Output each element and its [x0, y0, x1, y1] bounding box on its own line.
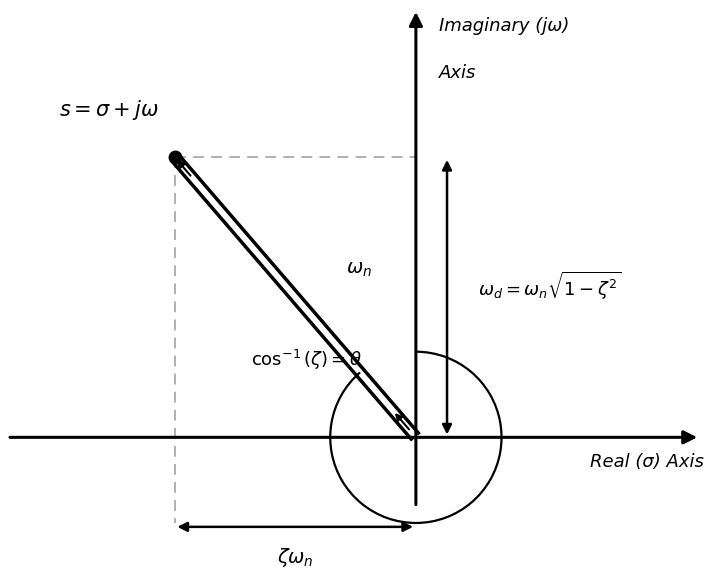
Text: Real (σ) Axis: Real (σ) Axis [590, 453, 704, 471]
Text: Axis: Axis [439, 64, 477, 82]
Text: $\cos^{-1}(\zeta) = \theta$: $\cos^{-1}(\zeta) = \theta$ [252, 347, 363, 371]
Text: Imaginary (jω): Imaginary (jω) [439, 17, 570, 35]
Text: $\omega_n$: $\omega_n$ [346, 261, 372, 280]
Text: $\omega_d = \omega_n\sqrt{1-\zeta^2}$: $\omega_d = \omega_n\sqrt{1-\zeta^2}$ [478, 269, 621, 302]
Text: $s = \sigma + j\omega$: $s = \sigma + j\omega$ [59, 98, 159, 122]
Text: $\zeta\omega_n$: $\zeta\omega_n$ [277, 546, 314, 569]
